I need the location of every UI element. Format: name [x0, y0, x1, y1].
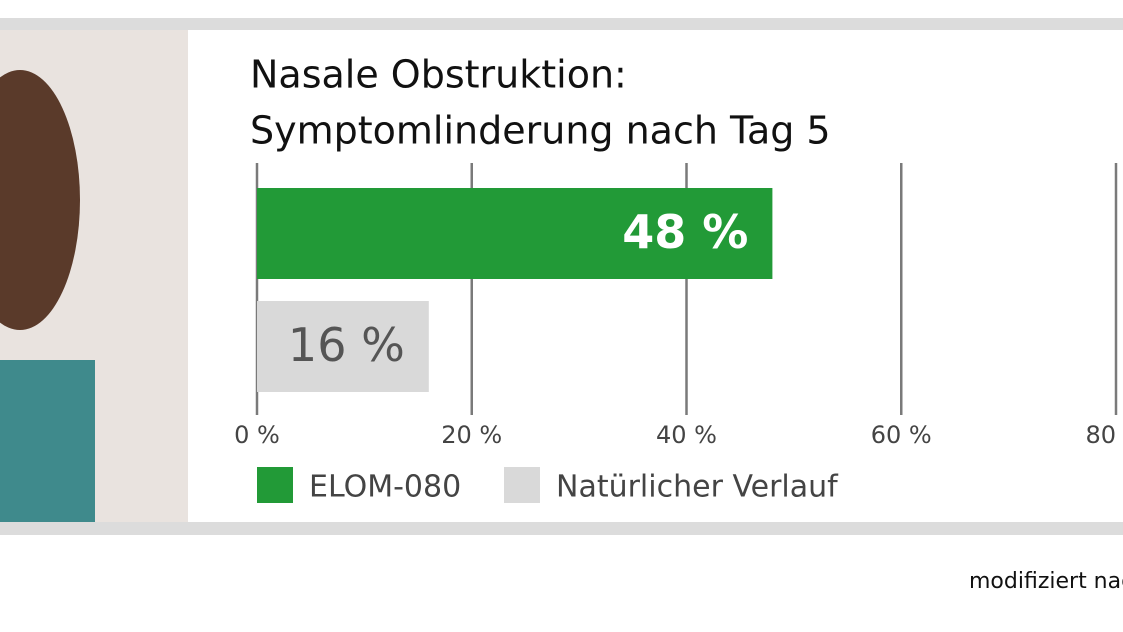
legend-label: ELOM-080: [309, 470, 461, 505]
photo-sweater: [0, 360, 95, 522]
bottom-band: [0, 522, 1123, 535]
legend-swatch: [257, 467, 293, 503]
x-tick-label: 40 %: [656, 421, 717, 449]
x-tick-label: 20 %: [441, 421, 502, 449]
source-note: modifiziert nach: [969, 569, 1123, 594]
x-tick-label: 60 %: [871, 421, 932, 449]
x-tick-label: 0 %: [234, 421, 280, 449]
value-label: 16 %: [288, 318, 405, 372]
photo-hair: [0, 70, 80, 330]
legend-label: Natürlicher Verlauf: [556, 470, 839, 505]
chart-title: Nasale Obstruktion:: [250, 53, 627, 97]
legend-swatch: [504, 467, 540, 503]
value-label: 48 %: [622, 205, 748, 259]
bar: [257, 188, 773, 279]
x-tick-label: 80 %: [1086, 421, 1123, 449]
chart-title: Symptomlinderung nach Tag 5: [250, 109, 831, 153]
top-band: [0, 18, 1123, 30]
bar: [257, 301, 429, 392]
